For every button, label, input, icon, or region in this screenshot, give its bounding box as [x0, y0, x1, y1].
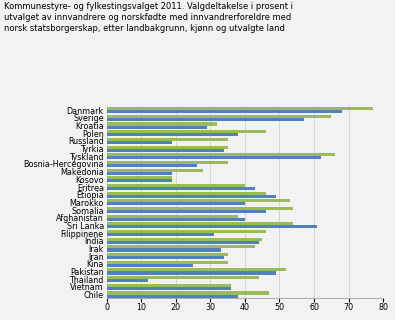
Bar [107, 256, 224, 259]
Bar [107, 195, 276, 198]
Bar [107, 133, 238, 136]
Bar [107, 241, 259, 244]
Bar [107, 233, 214, 236]
Bar [107, 199, 290, 202]
Bar [107, 202, 245, 205]
Bar [107, 110, 342, 113]
Bar [107, 138, 228, 141]
Bar [107, 279, 148, 282]
Bar [107, 172, 172, 175]
Bar [107, 164, 197, 167]
Bar [107, 210, 266, 213]
Bar [107, 245, 255, 248]
Bar [107, 248, 221, 252]
Bar [107, 264, 193, 267]
Bar [107, 287, 231, 290]
Bar [107, 161, 228, 164]
Bar [107, 125, 207, 129]
Bar [107, 215, 238, 218]
Bar [107, 225, 318, 228]
Bar [107, 156, 321, 159]
Bar [107, 107, 373, 110]
Bar [107, 261, 228, 264]
Text: Kommunestyre- og fylkestingsvalget 2011. Valgdeltakelse i prosent i
utvalget av : Kommunestyre- og fylkestingsvalget 2011.… [4, 2, 293, 33]
Bar [107, 146, 228, 148]
Bar [107, 238, 262, 241]
Bar [107, 118, 304, 121]
Bar [107, 284, 231, 287]
Bar [107, 184, 245, 187]
Bar [107, 115, 331, 118]
Bar [107, 207, 293, 210]
Bar [107, 187, 255, 190]
Bar [107, 230, 266, 233]
Bar [107, 294, 238, 298]
Bar [107, 176, 172, 179]
Bar [107, 292, 269, 294]
Bar [107, 218, 245, 221]
Bar [107, 271, 276, 275]
Bar [107, 141, 172, 144]
Bar [107, 179, 172, 182]
Bar [107, 123, 217, 125]
Bar [107, 276, 259, 279]
Bar [107, 268, 286, 271]
Bar [107, 130, 266, 133]
Bar [107, 153, 335, 156]
Legend: Menn, Kvinner: Menn, Kvinner [187, 317, 303, 320]
Bar [107, 169, 203, 172]
Bar [107, 222, 293, 225]
Bar [107, 192, 266, 195]
Bar [107, 148, 224, 152]
Bar [107, 253, 228, 256]
